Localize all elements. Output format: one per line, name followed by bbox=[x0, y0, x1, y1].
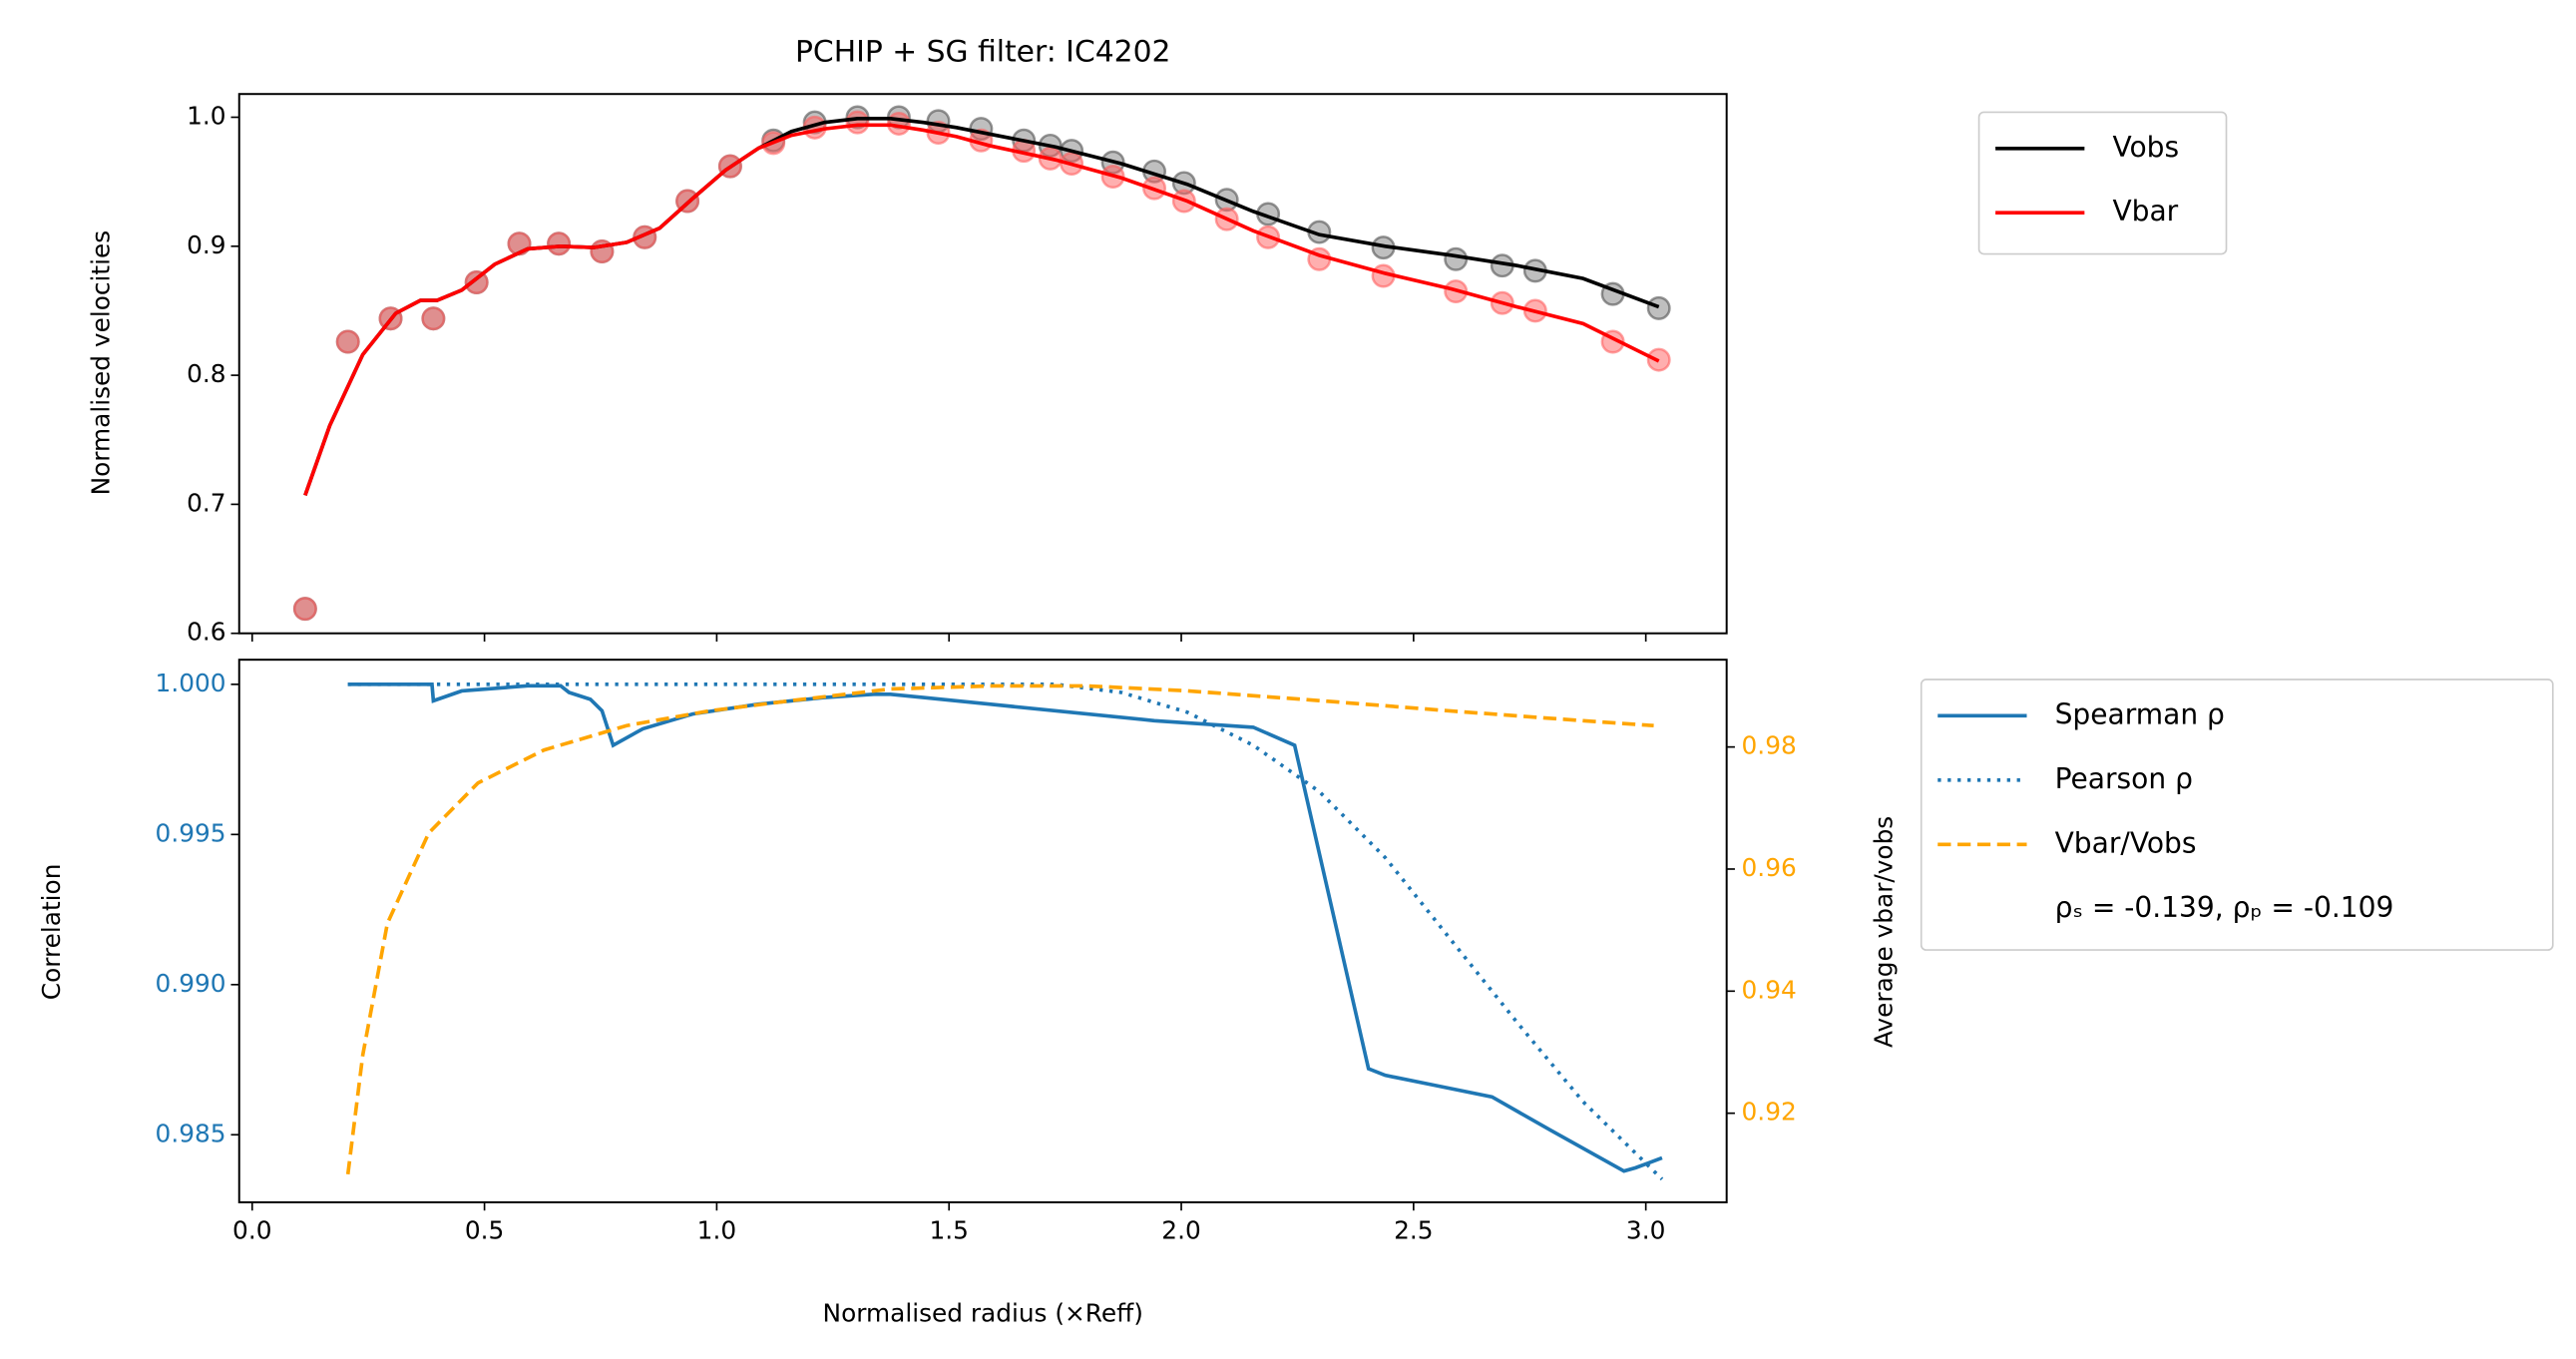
legend-box bbox=[1977, 111, 2228, 255]
point bbox=[421, 306, 446, 331]
y-tick-label: 0.7 bbox=[187, 488, 225, 517]
x-tick-label: 2.0 bbox=[1161, 1216, 1200, 1245]
legend-label: Vbar bbox=[2112, 195, 2178, 227]
x-axis-label: Normalised radius (×Reff) bbox=[823, 1298, 1143, 1327]
x-tick-label: 1.0 bbox=[697, 1216, 736, 1245]
y-axis-label: Correlation bbox=[37, 864, 66, 1001]
y-tick-label: 0.6 bbox=[187, 618, 225, 647]
line bbox=[345, 683, 1654, 1175]
point bbox=[845, 110, 870, 135]
y-tick-label: 1.0 bbox=[187, 101, 225, 130]
line bbox=[347, 682, 1664, 1181]
line bbox=[303, 123, 1660, 496]
y2-tick-label: 0.98 bbox=[1742, 731, 1797, 760]
y-tick-label: 0.9 bbox=[187, 230, 225, 259]
axes-frame bbox=[237, 659, 1728, 1203]
y2-tick-label: 0.96 bbox=[1742, 853, 1797, 882]
legend-box bbox=[1920, 679, 2554, 951]
y-tick-label: 0.8 bbox=[187, 359, 225, 388]
legend-label: Vobs bbox=[2112, 131, 2179, 164]
point bbox=[292, 597, 317, 622]
axes-frame bbox=[237, 93, 1728, 635]
y-tick-label: 0.985 bbox=[156, 1119, 226, 1147]
x-tick-label: 0.0 bbox=[232, 1216, 271, 1245]
point bbox=[1444, 246, 1469, 271]
y2-tick-label: 0.94 bbox=[1742, 975, 1797, 1004]
x-tick-label: 2.5 bbox=[1394, 1216, 1433, 1245]
y2-tick-label: 0.92 bbox=[1742, 1098, 1797, 1127]
line bbox=[347, 682, 1663, 1173]
chart-title: PCHIP + SG filter: IC4202 bbox=[795, 34, 1170, 69]
point bbox=[335, 329, 360, 354]
y-tick-label: 0.990 bbox=[156, 969, 226, 998]
x-tick-label: 0.5 bbox=[465, 1216, 504, 1245]
point bbox=[464, 270, 489, 294]
x-tick-label: 1.5 bbox=[930, 1216, 969, 1245]
y2-axis-label: Average vbar/vobs bbox=[1869, 816, 1898, 1048]
y-tick-label: 1.000 bbox=[156, 669, 226, 697]
legend-label: Spearman ρ bbox=[2055, 697, 2225, 730]
legend-annotation: ρₛ = -0.139, ρₚ = -0.109 bbox=[2055, 891, 2394, 924]
x-tick-label: 3.0 bbox=[1626, 1216, 1665, 1245]
y-tick-label: 0.995 bbox=[156, 818, 226, 847]
point bbox=[1646, 295, 1671, 320]
legend-label: Pearson ρ bbox=[2055, 762, 2193, 795]
point bbox=[547, 231, 572, 256]
y-axis-label: Normalised velocities bbox=[87, 230, 116, 496]
legend-label: Vbar/Vobs bbox=[2055, 826, 2197, 859]
